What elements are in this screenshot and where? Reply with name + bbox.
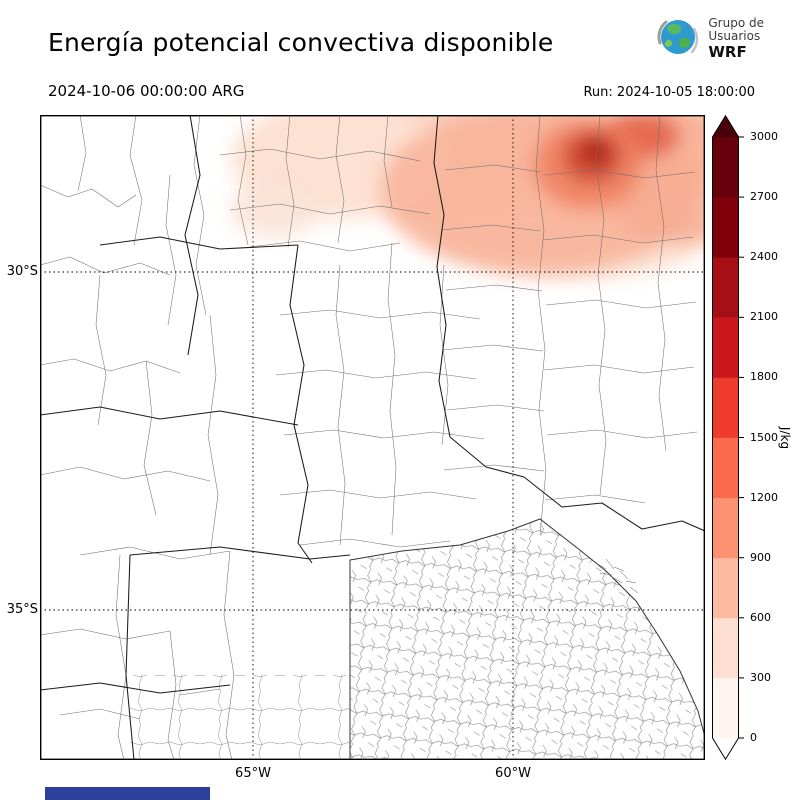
map-panel xyxy=(40,115,705,760)
colorbar-ticks: 0 300 600 900 1200 1500 1800 2100 2400 2700 3000 xyxy=(750,115,790,760)
colorbar-unit-label: J/kg xyxy=(778,426,793,449)
lon-label-65w: 65°W xyxy=(235,766,271,781)
logo-line-1: Grupo de xyxy=(708,15,764,30)
colorbar-tick-label: 1800 xyxy=(750,370,778,384)
colorbar-tick-label: 3000 xyxy=(750,130,778,143)
colorbar-tick-label: 300 xyxy=(750,670,771,684)
wrf-logo: Grupo de Usuarios WRF xyxy=(654,14,764,64)
map-canvas xyxy=(40,115,705,760)
buenos-aires-region xyxy=(349,518,705,760)
colorbar-svg xyxy=(712,114,744,761)
province-boundaries xyxy=(40,115,705,760)
globe-icon xyxy=(654,14,700,64)
pampa-cells-region xyxy=(130,675,350,760)
metro-cluster xyxy=(595,558,639,594)
colorbar-tick-label: 2400 xyxy=(750,250,778,264)
lat-label-30s: 30°S xyxy=(6,264,38,279)
colorbar-tick-label: 0 xyxy=(750,731,757,744)
footer-logo-bar xyxy=(45,787,210,800)
logo-text: Grupo de Usuarios WRF xyxy=(708,15,764,62)
cape-shading xyxy=(230,115,705,280)
colorbar: 0 300 600 900 1200 1500 1800 2100 2400 2700 3000 J… xyxy=(712,114,800,761)
colorbar-tick-label: 2100 xyxy=(750,310,778,324)
lat-label-35s: 35°S xyxy=(6,602,38,617)
page-title: Energía potencial convectiva disponible xyxy=(48,28,554,57)
colorbar-tick-label: 900 xyxy=(750,550,771,564)
colorbar-tick-label: 2700 xyxy=(750,190,778,204)
colorbar-tick-label: 600 xyxy=(750,610,771,624)
logo-line-wrf: WRF xyxy=(708,43,747,62)
logo-line-2: Usuarios xyxy=(708,29,761,44)
valid-time-label: 2024-10-06 00:00:00 ARG xyxy=(48,82,245,100)
colorbar-tick-label: 1200 xyxy=(750,490,778,504)
lon-label-60w: 60°W xyxy=(495,766,531,781)
colorbar-tick-label: 1500 xyxy=(750,430,778,444)
graticule xyxy=(40,115,705,760)
run-time-label: Run: 2024-10-05 18:00:00 xyxy=(583,85,755,100)
map-frame xyxy=(40,115,705,760)
